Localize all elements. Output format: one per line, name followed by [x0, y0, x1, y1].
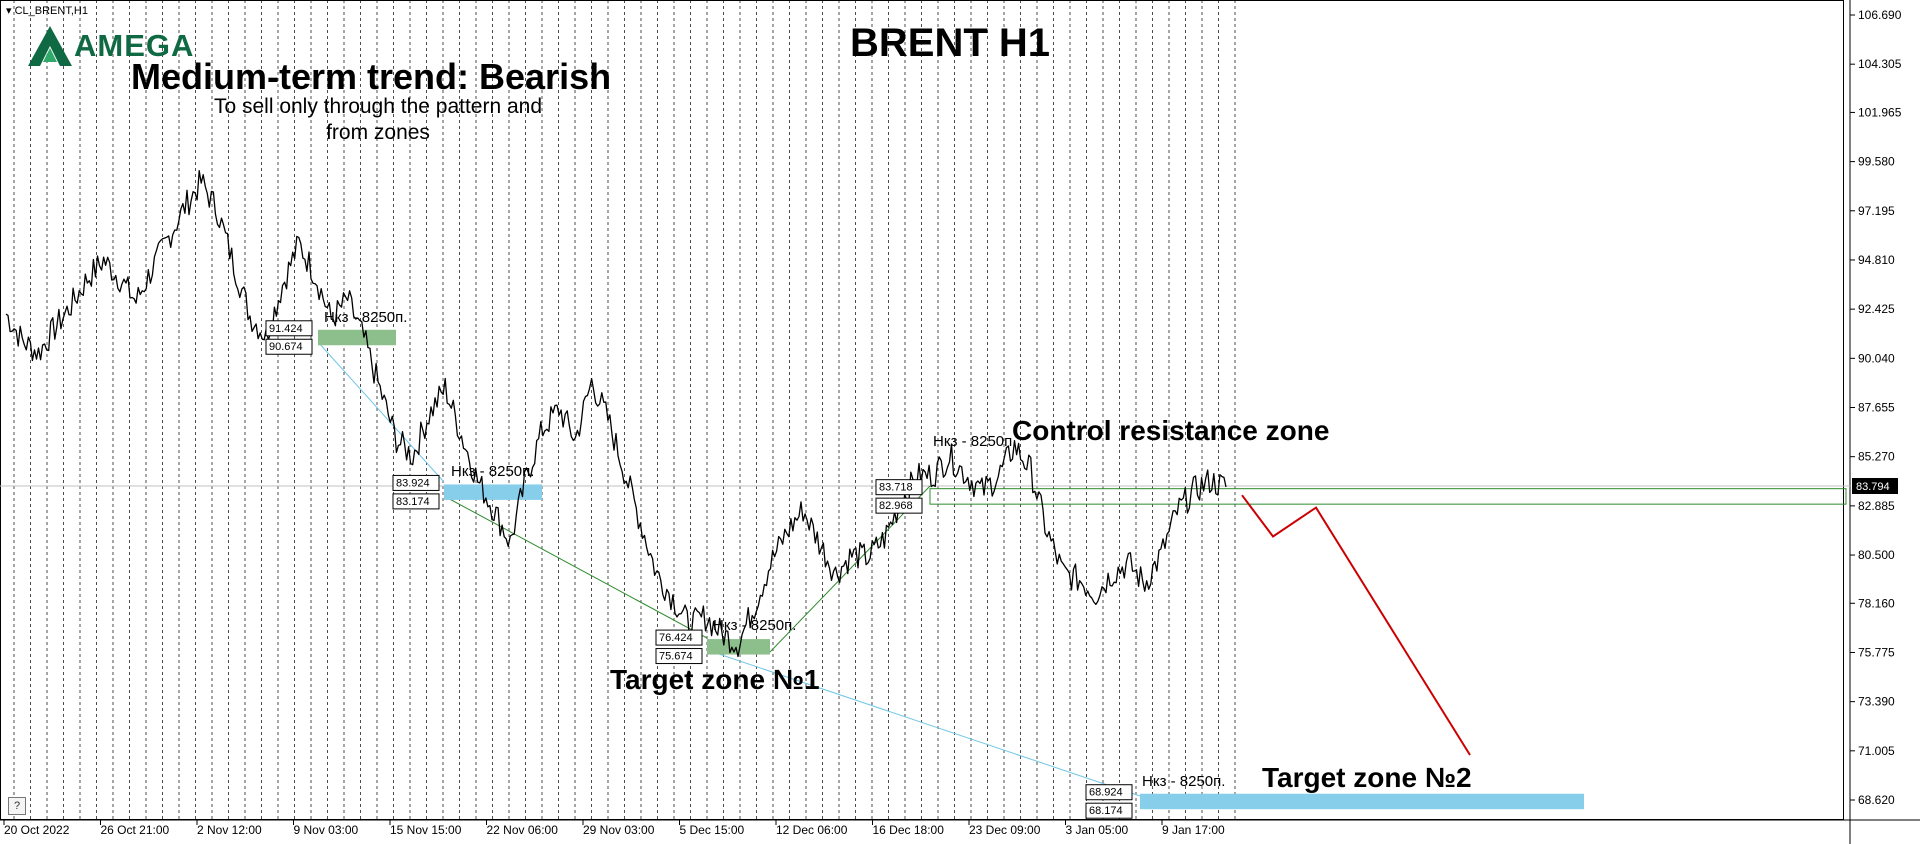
y-tick-label: 90.040	[1858, 351, 1895, 365]
zone-rect	[318, 329, 396, 346]
target-zone-1-label: Target zone №1	[610, 664, 820, 695]
amega-logo-mark	[28, 26, 72, 66]
y-tick-label: 80.500	[1858, 548, 1895, 562]
zone-top-label: 68.924	[1089, 787, 1123, 799]
zone-top-label: 76.424	[659, 632, 693, 644]
forecast-path	[1241, 494, 1471, 756]
y-tick-label: 71.005	[1858, 744, 1895, 758]
x-tick-label: 20 Oct 2022	[4, 823, 70, 837]
y-tick-label: 104.305	[1858, 57, 1902, 71]
trend-label: Medium-term trend: Bearish	[131, 56, 611, 97]
y-tick-label: 101.965	[1858, 105, 1902, 119]
zone-connector	[443, 495, 708, 639]
zone-connectors	[317, 341, 1141, 797]
y-tick-label: 73.390	[1858, 695, 1895, 709]
zone-label-box	[875, 479, 923, 496]
zone-rect	[1140, 793, 1584, 810]
zone-bottom-label: 68.174	[1089, 805, 1123, 817]
y-tick-label: 99.580	[1858, 155, 1895, 169]
x-tick-label: 2 Nov 12:00	[197, 823, 262, 837]
zone-bottom-label: 90.674	[269, 341, 303, 353]
symbol-label: ▾ CL_BRENT,H1	[6, 4, 88, 17]
time-scale: 20 Oct 2022 26 Oct 21:00 2 Nov 12:00 9 Nov …	[3, 820, 1225, 837]
x-tick-label: 26 Oct 21:00	[101, 823, 170, 837]
y-tick-label: 75.775	[1858, 645, 1895, 659]
zone-label-box	[1085, 784, 1133, 801]
zone-connector	[317, 341, 445, 483]
zone-top-label: 83.924	[396, 477, 430, 489]
zone-note: Нкз - 8250п.	[713, 617, 796, 634]
zone-top-label: 91.424	[269, 323, 303, 335]
price-scale: 106.690 104.305 101.965 99.580 97.195 94.810 9…	[1850, 8, 1902, 807]
plot-frame	[0, 0, 1844, 820]
zone-rect	[929, 488, 1847, 505]
zone-label-box	[392, 474, 440, 491]
zone-label-box	[875, 497, 923, 514]
x-tick-label: 15 Nov 15:00	[390, 823, 462, 837]
zone-connector	[769, 485, 931, 653]
zone-bottom-label: 75.674	[659, 651, 693, 663]
zone-label-box	[655, 648, 703, 665]
zone-bottom-label: 83.174	[396, 496, 430, 508]
y-tick-label: 97.195	[1858, 204, 1895, 218]
y-tick-label: 106.690	[1858, 8, 1902, 22]
zone-rects	[318, 329, 1847, 810]
advice-line-2: from zones	[326, 121, 430, 144]
zone-note: Нкз - 8250п.	[324, 309, 407, 326]
y-tick-label: 68.620	[1858, 793, 1895, 807]
amega-logo: AMEGA	[26, 24, 194, 68]
current-price-tag: 83.794	[1852, 478, 1898, 494]
zone-bottom-label: 82.968	[879, 500, 913, 512]
zone-note: Нкз - 8250п.	[933, 433, 1016, 450]
x-tick-label: 29 Nov 03:00	[583, 823, 655, 837]
x-tick-label: 3 Jan 05:00	[1066, 823, 1129, 837]
y-tick-label: 78.160	[1858, 596, 1895, 610]
x-tick-label: 16 Dec 18:00	[873, 823, 945, 837]
control-zone-label: Control resistance zone	[1012, 415, 1329, 446]
zone-connector	[706, 649, 1141, 797]
x-tick-label: 12 Dec 06:00	[776, 823, 848, 837]
help-button[interactable]: ?	[8, 797, 26, 815]
x-tick-label: 22 Nov 06:00	[487, 823, 559, 837]
zone-note: Нкз - 8250п.	[451, 463, 534, 480]
zone-note: Нкз - 8250п.	[1142, 773, 1225, 790]
zone-notes: Нкз - 8250п. Нкз - 8250п. Нкз - 8250п. Нкз …	[324, 309, 1225, 790]
zone-rect	[707, 639, 770, 655]
x-tick-label: 9 Nov 03:00	[294, 823, 359, 837]
zone-top-label: 83.718	[879, 482, 913, 494]
price-series-line	[5, 170, 1227, 658]
advice-line-1: To sell only through the pattern and	[214, 95, 542, 118]
chart-title: BRENT H1	[850, 21, 1050, 65]
y-tick-label: 82.885	[1858, 499, 1895, 513]
y-tick-label: 87.655	[1858, 401, 1895, 415]
current-price-value: 83.794	[1856, 481, 1890, 493]
zone-label-box	[265, 338, 313, 355]
zone-price-labels: 91.424 90.674 83.924 83.174 76.424 75.674 83.7…	[265, 320, 1133, 819]
dropdown-arrow-icon[interactable]: ▾	[6, 5, 12, 17]
x-tick-label: 9 Jan 17:00	[1162, 823, 1225, 837]
logo-text: AMEGA	[74, 28, 195, 63]
zone-label-box	[1085, 802, 1133, 819]
y-tick-label: 92.425	[1858, 302, 1895, 316]
zone-rect	[444, 484, 542, 500]
y-tick-label: 94.810	[1858, 253, 1895, 267]
symbol-text: CL_BRENT,H1	[14, 5, 88, 17]
target-zone-2-label: Target zone №2	[1262, 762, 1472, 793]
x-tick-label: 5 Dec 15:00	[680, 823, 745, 837]
x-tick-label: 23 Dec 09:00	[969, 823, 1041, 837]
y-tick-label: 85.270	[1858, 450, 1895, 464]
period-separators	[13, 0, 1236, 820]
zone-label-box	[392, 493, 440, 510]
zone-label-box	[265, 320, 313, 337]
zone-label-box	[655, 629, 703, 646]
